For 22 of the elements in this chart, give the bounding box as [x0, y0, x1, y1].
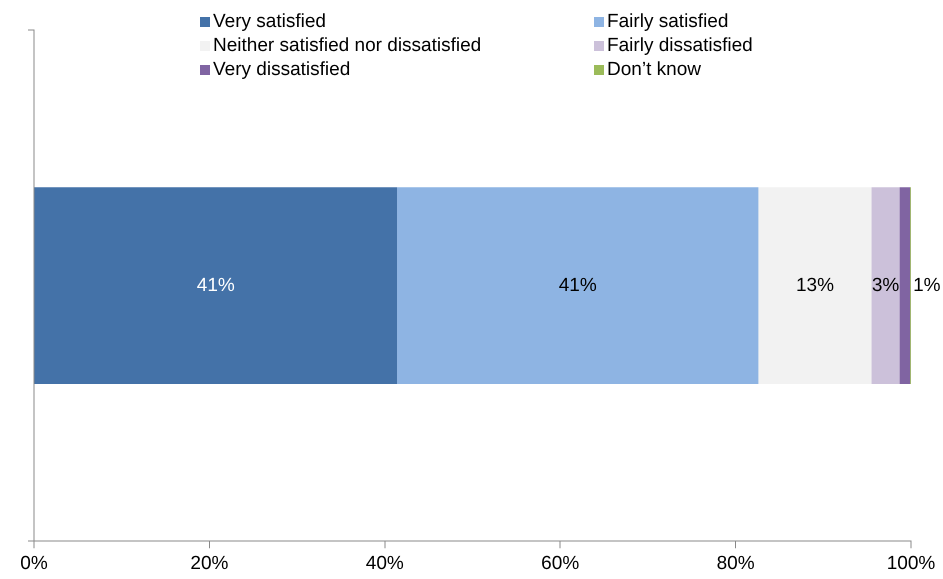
legend-label: Fairly satisfied [607, 11, 728, 32]
x-tick-label: 20% [190, 552, 229, 574]
data-label: 41% [558, 274, 597, 296]
bar [900, 187, 910, 384]
bar [34, 187, 398, 384]
x-tick-label: 80% [716, 552, 755, 574]
data-label: 1% [913, 274, 941, 296]
data-label: 13% [796, 274, 834, 296]
data-label: 3% [872, 274, 900, 296]
legend-label: Very dissatisfied [213, 59, 350, 80]
legend-label: Don’t know [607, 59, 701, 80]
data-label: 41% [196, 274, 235, 296]
bar [397, 187, 758, 384]
x-tick-label: 60% [541, 552, 580, 574]
x-tick-label: 100% [886, 552, 936, 574]
x-tick-label: 0% [20, 552, 48, 574]
x-tick-label: 40% [366, 552, 404, 574]
legend-label: Very satisfied [213, 11, 326, 32]
legend-label: Fairly dissatisfied [607, 35, 753, 56]
bar [758, 187, 872, 384]
legend-label: Neither satisfied nor dissatisfied [213, 35, 482, 56]
bar [872, 187, 900, 384]
